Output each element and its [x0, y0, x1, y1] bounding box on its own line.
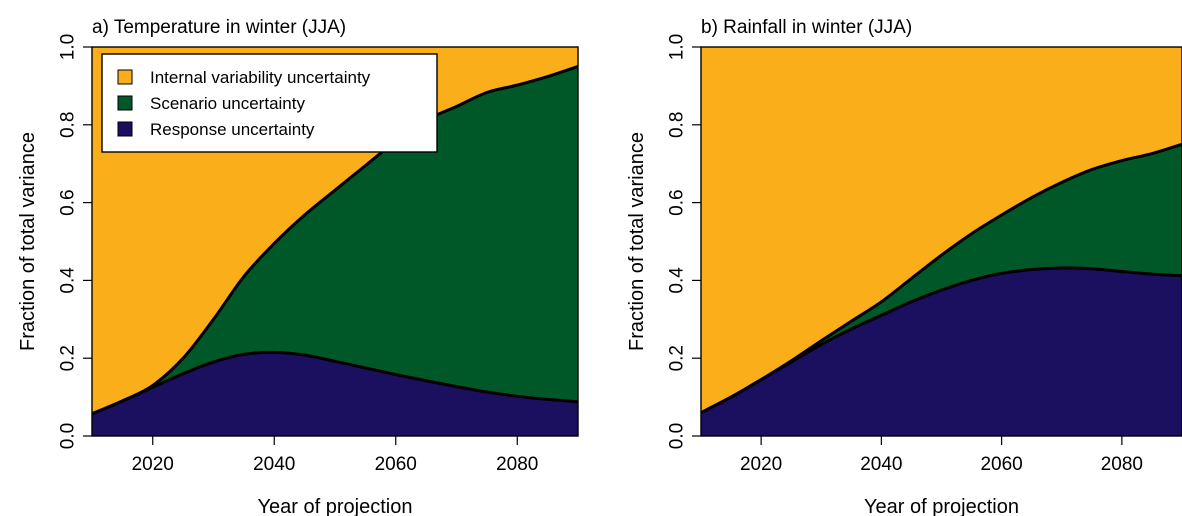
x-tick-label: 2040	[253, 454, 295, 475]
boundary-scenario	[700, 142, 1182, 414]
x-tick-label: 2080	[1101, 454, 1143, 475]
stacked-areas	[701, 47, 1182, 436]
legend-entry-response: Response uncertainty	[150, 120, 315, 139]
plot-frame	[91, 46, 579, 437]
y-tick-label: 0.0	[667, 423, 688, 449]
chart-title: b) Rainfall in winter (JJA)	[701, 17, 912, 38]
y-axis-label: Fraction of total variance	[17, 132, 39, 351]
y-tick-label: 0.2	[667, 345, 688, 371]
boundary-scenario	[91, 65, 579, 416]
x-tick-label: 2060	[375, 454, 417, 475]
area-boundaries	[91, 65, 579, 416]
panel-temperature: 2020 2040 2060 2080 0.0 0.2 0.4 0.6 0.8 1.0 a) T…	[17, 17, 579, 516]
area-internal	[701, 47, 1182, 413]
area-scenario	[92, 66, 578, 414]
y-axis-label: Fraction of total variance	[626, 132, 648, 351]
legend: Internal variability uncertainty Scenari…	[101, 53, 438, 153]
area-response	[701, 267, 1182, 436]
y-tick-label: 1.0	[58, 34, 79, 60]
boundary-response	[91, 350, 579, 416]
area-boundaries	[700, 142, 1182, 414]
y-tick-label: 0.4	[667, 267, 688, 294]
area-response	[92, 352, 578, 436]
y-tick-label: 0.6	[58, 189, 79, 215]
x-axis-label: Year of projection	[258, 496, 413, 516]
plot-frame	[700, 46, 1182, 437]
panel-rainfall: 2020 2040 2060 2080 0.0 0.2 0.4 0.6 0.8 1.0 b) R…	[626, 17, 1182, 516]
y-tick-label: 1.0	[667, 34, 688, 60]
y-tick-label: 0.2	[58, 345, 79, 371]
legend-swatch-response	[117, 121, 133, 137]
y-tick-label: 0.0	[58, 423, 79, 449]
y-axis: 0.0 0.2 0.4 0.6 0.8 1.0	[667, 34, 701, 449]
x-tick-label: 2020	[132, 454, 174, 475]
legend-entry-scenario: Scenario uncertainty	[150, 94, 305, 113]
chart-title: a) Temperature in winter (JJA)	[92, 17, 346, 38]
area-scenario	[701, 144, 1182, 413]
x-tick-label: 2080	[496, 454, 538, 475]
legend-swatch-internal	[117, 69, 133, 85]
y-tick-label: 0.4	[58, 267, 79, 294]
x-tick-label: 2020	[740, 454, 782, 475]
x-axis: 2020 2040 2060 2080	[132, 436, 538, 475]
legend-swatch-scenario	[117, 95, 133, 111]
x-tick-label: 2060	[980, 454, 1022, 475]
x-axis-label: Year of projection	[864, 496, 1019, 516]
y-tick-label: 0.8	[667, 112, 688, 138]
y-axis: 0.0 0.2 0.4 0.6 0.8 1.0	[58, 34, 92, 449]
y-tick-label: 0.6	[667, 189, 688, 215]
x-tick-label: 2040	[860, 454, 902, 475]
y-tick-label: 0.8	[58, 112, 79, 138]
legend-box	[101, 53, 438, 153]
x-axis: 2020 2040 2060 2080	[740, 436, 1143, 475]
legend-entry-internal: Internal variability uncertainty	[150, 68, 371, 87]
